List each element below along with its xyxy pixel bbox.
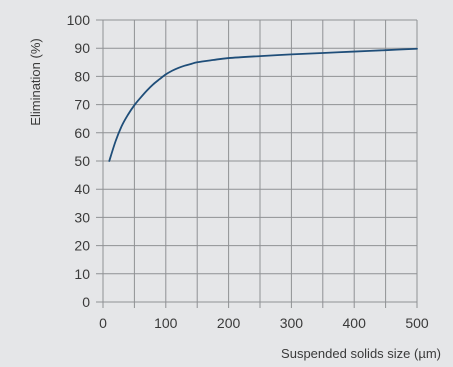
x-tick-label-500: 500 bbox=[405, 315, 429, 331]
y-tick-label-30: 30 bbox=[74, 209, 90, 225]
y-tick-label-90: 90 bbox=[74, 40, 90, 56]
y-tick-labels: 0 10 20 30 40 50 60 70 80 90 100 bbox=[67, 12, 91, 310]
x-tick-label-100: 100 bbox=[154, 315, 178, 331]
y-tick-label-10: 10 bbox=[74, 266, 90, 282]
x-axis-title: Suspended solids size (µm) bbox=[281, 346, 441, 361]
x-tick-label-300: 300 bbox=[280, 315, 304, 331]
y-tick-label-40: 40 bbox=[74, 181, 90, 197]
y-tick-label-80: 80 bbox=[74, 68, 90, 84]
y-tick-label-50: 50 bbox=[74, 153, 90, 169]
series-layer bbox=[108, 47, 418, 162]
x-tick-label-200: 200 bbox=[217, 315, 241, 331]
y-axis-title: Elimination (%) bbox=[28, 38, 43, 125]
y-tick-label-60: 60 bbox=[74, 125, 90, 141]
series-line-0 bbox=[108, 47, 418, 162]
y-tick-label-70: 70 bbox=[74, 97, 90, 113]
y-tick-label-0: 0 bbox=[82, 294, 90, 310]
y-tick-label-100: 100 bbox=[67, 12, 91, 28]
grid bbox=[96, 19, 418, 308]
x-tick-labels: 0 100 200 300 400 500 bbox=[99, 315, 429, 331]
y-tick-label-20: 20 bbox=[74, 238, 90, 254]
x-tick-label-400: 400 bbox=[343, 315, 367, 331]
x-tick-label-0: 0 bbox=[99, 315, 107, 331]
